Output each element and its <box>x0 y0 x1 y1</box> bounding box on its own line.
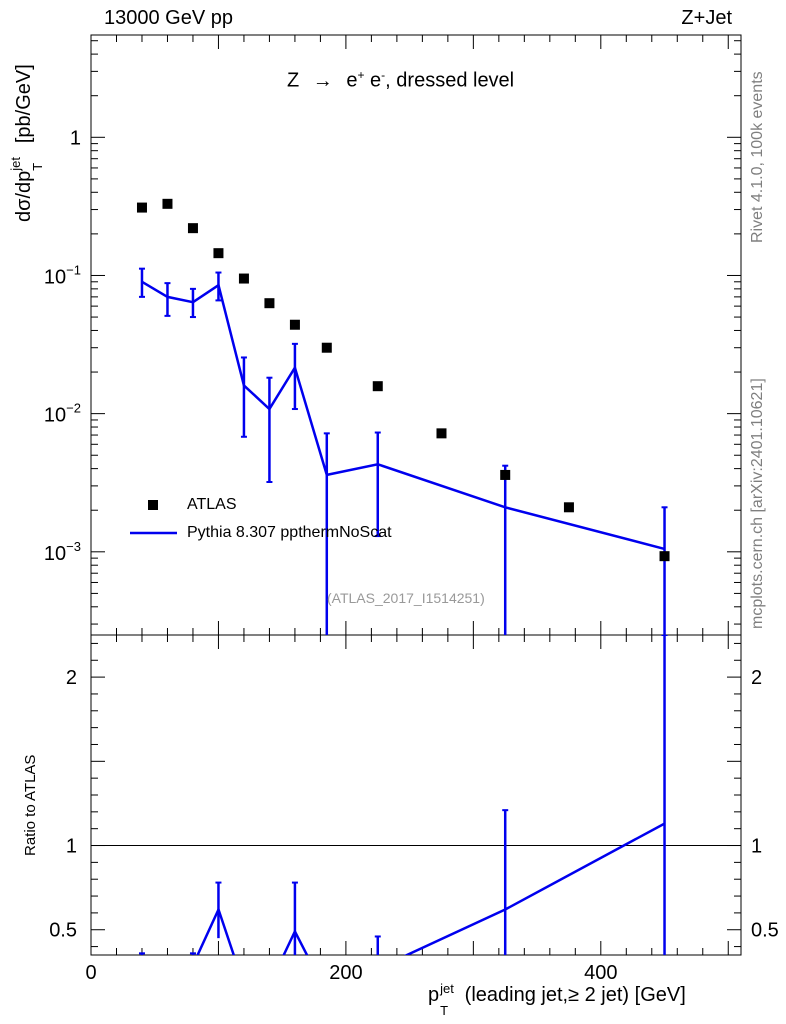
atlas-data-point <box>289 319 300 330</box>
header-left: 13000 GeV pp <box>104 7 233 29</box>
ratio-line <box>196 822 666 955</box>
y-tick-label-bottom-left: 2 <box>66 667 77 689</box>
x-axis-label: p jet T (leading jet,≥ 2 jet) [GeV] <box>428 981 686 1018</box>
x-label-sup: jet <box>440 981 454 996</box>
x-label-p: p <box>428 984 440 1006</box>
title-sup-plus: + <box>357 68 365 82</box>
rivet-label: Rivet 4.1.0, 100k events <box>749 71 766 243</box>
bottom-ylabel: Ratio to ATLAS <box>22 754 39 856</box>
top-ylabel: dσ/dp jet T [pb/GeV] <box>8 64 45 222</box>
y-tick-exponent: −1 <box>66 262 81 277</box>
top-ylabel-sup: jet <box>8 156 23 171</box>
legend-pythia-label: Pythia 8.307 ppthermNoScat <box>187 524 392 541</box>
x-label-rest: (leading jet,≥ 2 jet) [GeV] <box>459 984 686 1006</box>
atlas-data-point <box>321 342 332 353</box>
atlas-data-point <box>162 198 173 209</box>
ratio-plot-area <box>138 635 668 955</box>
top-ylabel-main: dσ/dp <box>13 170 35 222</box>
top-ylabel-sub: T <box>30 162 45 171</box>
atlas-data-point <box>264 298 275 309</box>
top-plot-area <box>136 198 670 635</box>
y-tick-base: 10 <box>44 543 66 565</box>
y-tick-label-top: 10−1 <box>44 262 81 288</box>
atlas-data-point <box>436 428 447 439</box>
atlas-data-point <box>500 469 511 480</box>
top-panel-frame <box>90 34 742 636</box>
y-tick-label-bottom-right: 1 <box>751 836 762 858</box>
x-tick-label: 400 <box>584 962 617 984</box>
y-tick-base: 10 <box>44 405 66 427</box>
y-tick-label-bottom-left: 1 <box>66 836 77 858</box>
title-arrow: → <box>312 69 333 92</box>
atlas-data-point <box>213 248 224 259</box>
header-right: Z+Jet <box>681 7 732 29</box>
title-e-plus: e <box>346 69 358 92</box>
y-tick-label-bottom-right: 0.5 <box>751 920 779 942</box>
y-tick-label-top: 10−2 <box>44 401 81 427</box>
title-e-minus: e <box>370 69 382 92</box>
legend-atlas-label: ATLAS <box>187 496 237 513</box>
y-tick-exponent: −3 <box>66 539 81 554</box>
legend-atlas-marker <box>148 500 158 510</box>
atlas-data-point <box>372 381 383 392</box>
x-label-sub: T <box>440 1003 449 1018</box>
atlas-data-point <box>659 551 670 562</box>
atlas-data-point <box>136 202 147 213</box>
mcplots-label: mcplots.cern.ch [arXiv:2401.10621] <box>749 378 766 629</box>
atlas-data-point <box>563 502 574 513</box>
y-tick-label-top: 1 <box>70 127 81 149</box>
y-tick-label-bottom-left: 0.5 <box>49 920 77 942</box>
atlas-data-point <box>238 273 249 284</box>
bottom-panel-frame <box>90 634 742 956</box>
title-prefix: Z <box>287 69 300 92</box>
y-tick-base: 10 <box>44 266 66 288</box>
title-suffix: , dressed level <box>385 69 515 92</box>
analysis-id: (ATLAS_2017_I1514251) <box>327 590 485 606</box>
y-tick-exponent: −2 <box>66 401 81 416</box>
panel-title: Z → e+ e-, dressed level <box>287 68 514 93</box>
x-tick-label: 200 <box>329 962 362 984</box>
top-ylabel-unit: [pb/GeV] <box>13 64 35 149</box>
x-tick-label: 0 <box>85 962 96 984</box>
atlas-data-point <box>187 223 198 234</box>
y-tick-label-bottom-right: 2 <box>751 667 762 689</box>
y-tick-label-top: 10−3 <box>44 539 81 565</box>
title-sup-minus: - <box>381 68 386 82</box>
